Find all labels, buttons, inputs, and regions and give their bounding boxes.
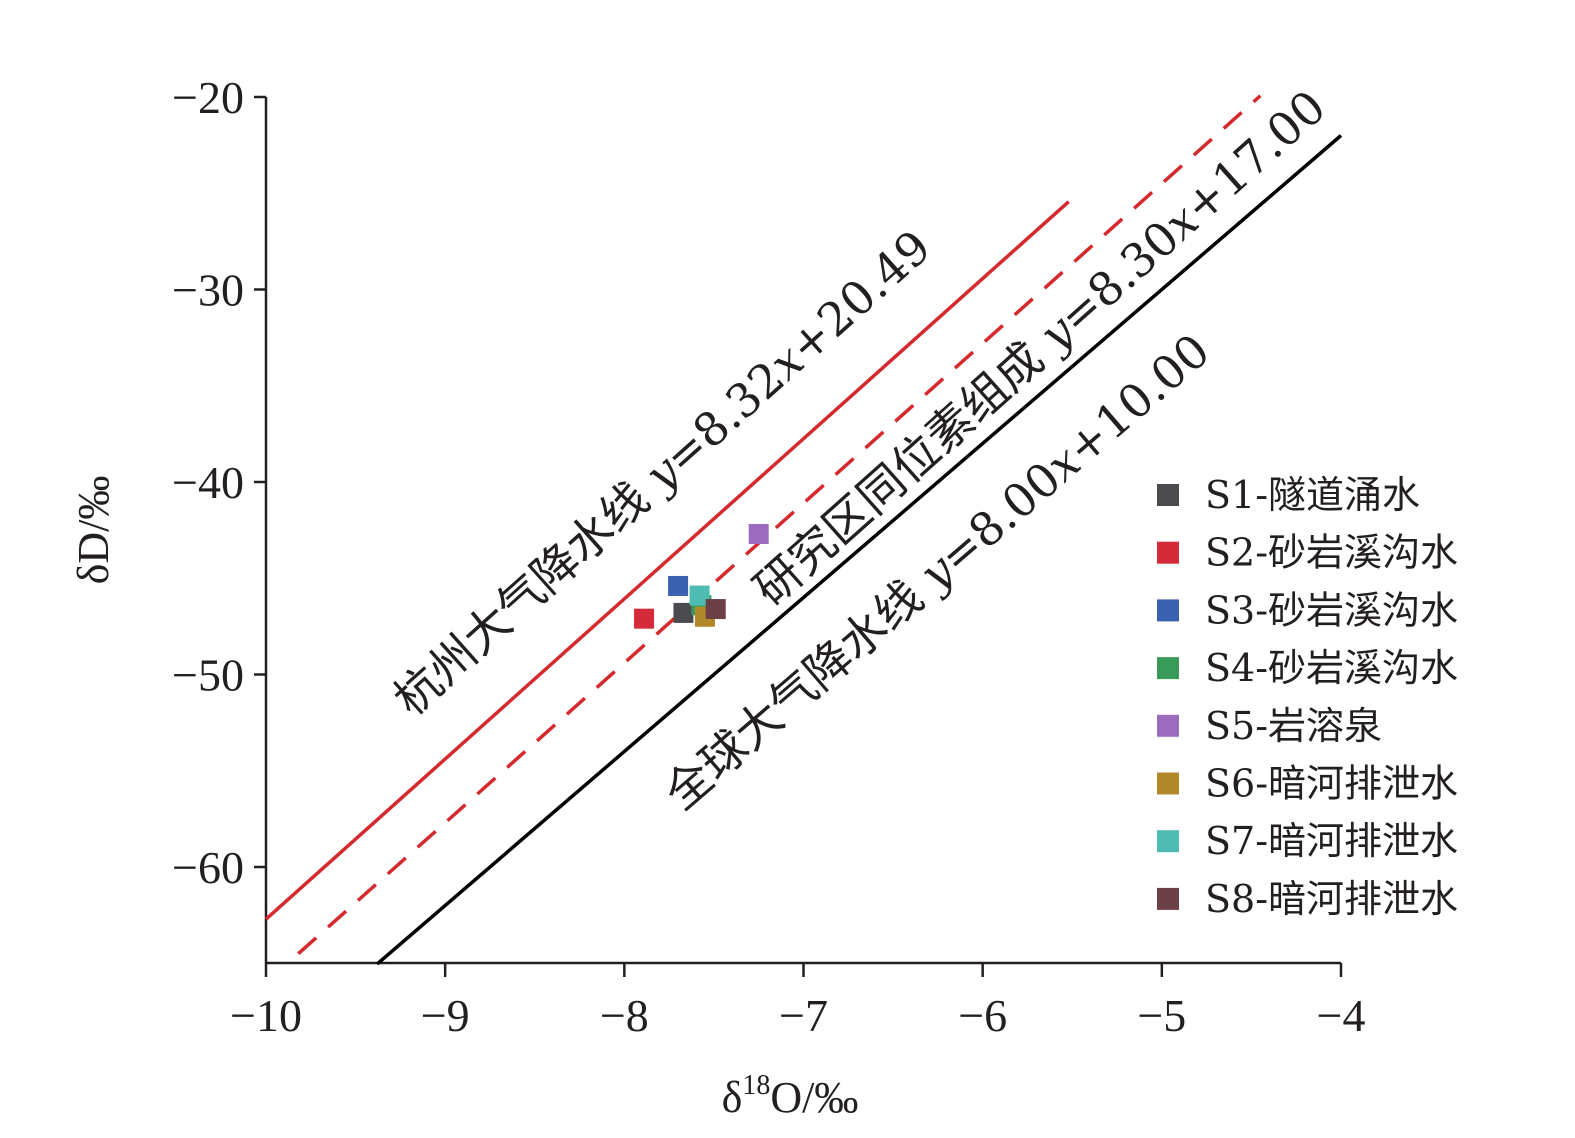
hangzhou-meteoric-line: [264, 200, 1070, 921]
x-tick-label: −9: [421, 990, 470, 1041]
legend-swatch: [1157, 887, 1179, 910]
data-point: [689, 585, 710, 606]
legend-label: S5-岩溶泉: [1205, 704, 1382, 748]
y-tick-label: −30: [172, 265, 244, 316]
y-tick-label: −60: [172, 842, 244, 893]
x-tick-label: −6: [958, 990, 1007, 1041]
legend-swatch: [1157, 599, 1179, 622]
legend-swatch: [1157, 830, 1179, 853]
legend-label: S8-暗河排泄水: [1205, 877, 1458, 921]
x-tick-label: −4: [1317, 990, 1366, 1041]
x-tick-label: −5: [1137, 990, 1186, 1041]
legend-label: S3-砂岩溪沟水: [1205, 588, 1458, 632]
y-tick-label: −50: [172, 650, 244, 701]
legend-swatch: [1157, 541, 1179, 564]
legend: S1-隧道涌水 S2-砂岩溪沟水 S3-砂岩溪沟水 S4-砂岩溪沟水 S5-岩溶泉 S6-…: [1157, 473, 1458, 921]
axis-titles: δ18O/‰ δD/‰: [69, 476, 858, 1122]
study-area-isotope-line: [297, 94, 1262, 956]
y-tick-label: −20: [172, 72, 244, 123]
data-points: [634, 523, 769, 629]
x-tick-label: −8: [600, 990, 649, 1041]
global-meteoric-line: [375, 134, 1343, 966]
legend-label: S1-隧道涌水: [1205, 473, 1420, 517]
data-point: [673, 602, 694, 623]
legend-label: S4-砂岩溪沟水: [1205, 646, 1458, 690]
legend-label: S2-砂岩溪沟水: [1205, 531, 1458, 575]
legend-swatch: [1157, 772, 1179, 795]
fit-lines: [264, 94, 1343, 966]
x-tick-label: −7: [779, 990, 828, 1041]
x-axis-title: δ18O/‰: [722, 1070, 859, 1122]
y-tick-label: −40: [172, 457, 244, 508]
x-tick-label: −10: [230, 990, 302, 1041]
legend-swatch: [1157, 657, 1179, 680]
legend-swatch: [1157, 484, 1179, 506]
legend-label: S7-暗河排泄水: [1205, 819, 1458, 863]
legend-swatch: [1157, 714, 1179, 737]
y-axis-title: δD/‰: [69, 476, 118, 585]
data-point: [634, 608, 655, 629]
data-point: [748, 523, 769, 544]
legend-label: S6-暗河排泄水: [1205, 762, 1458, 806]
data-point: [705, 599, 726, 620]
axes: −60 −50 −40 −30 −20 −10 −9 −8 −7 −6 −5 −4: [172, 72, 1365, 1041]
data-point: [668, 575, 689, 596]
